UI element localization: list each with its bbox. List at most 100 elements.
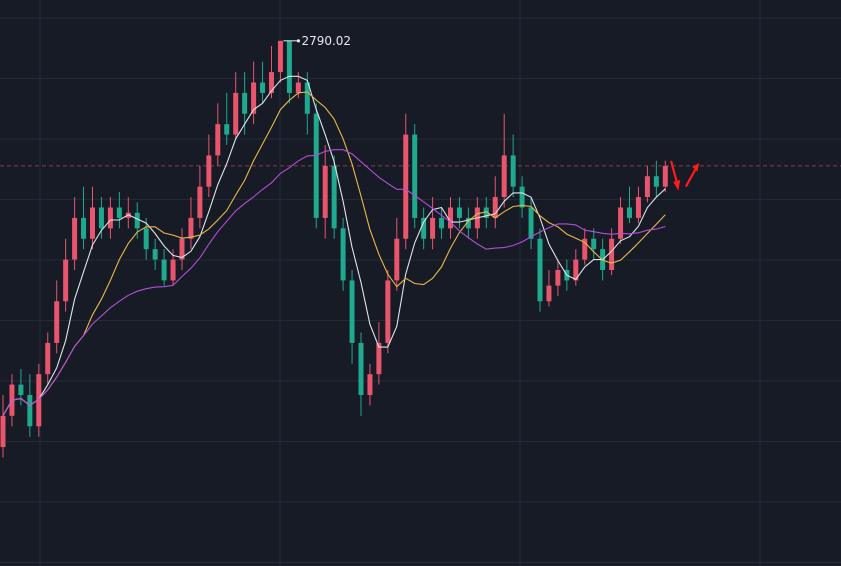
candle (528, 197, 534, 250)
candle-body (98, 207, 104, 229)
candle (385, 270, 391, 354)
candle-body (134, 212, 140, 229)
candle (456, 197, 462, 229)
candle-body (206, 155, 212, 187)
candle (63, 238, 69, 312)
candle (394, 217, 400, 291)
candle-body (349, 280, 355, 343)
candle-body (277, 40, 283, 73)
annotations: 2790.02 (283, 34, 700, 191)
candle-body (269, 72, 274, 93)
candle (537, 228, 543, 312)
candle (286, 40, 292, 104)
candle-body (456, 207, 462, 218)
candle-body (627, 207, 632, 218)
candle (627, 186, 632, 224)
candle-body (653, 176, 659, 187)
candle-body (555, 270, 561, 286)
up-arrow-head-icon (692, 162, 700, 172)
candle-body (152, 249, 158, 260)
candle (519, 176, 525, 218)
candle (206, 134, 212, 198)
ma-white-line (2, 75, 666, 417)
candle (197, 165, 203, 229)
candle (635, 186, 641, 224)
candle (662, 160, 668, 192)
high-price-label: 2790.02 (301, 34, 351, 48)
candle-body (403, 134, 409, 239)
candle-body (260, 82, 266, 93)
candle-body (63, 259, 69, 302)
candle (376, 322, 382, 385)
candle (412, 124, 418, 229)
candle (313, 103, 319, 229)
candle (98, 197, 104, 239)
candle (90, 186, 95, 250)
candle-body (644, 176, 650, 198)
candle (54, 280, 60, 354)
candle-body (510, 155, 516, 187)
candle (81, 186, 87, 250)
candle-body (376, 342, 382, 375)
candle (251, 61, 257, 125)
candle (492, 176, 498, 229)
candle-body (367, 374, 373, 395)
candle-body (635, 197, 641, 218)
candle-body (304, 82, 310, 114)
candle-body (242, 92, 248, 114)
candle (653, 160, 659, 198)
candle-body (233, 92, 239, 135)
candle (304, 72, 310, 135)
up-arrow-icon (685, 166, 698, 187)
moving-averages (2, 75, 666, 417)
candle-body (358, 342, 364, 395)
candle (421, 207, 427, 250)
candle (591, 228, 597, 260)
candle-body (662, 165, 668, 187)
candle (18, 368, 24, 406)
candle (465, 207, 471, 239)
candle (367, 363, 373, 406)
candle-body (143, 228, 149, 250)
candle (116, 191, 122, 229)
candle-body (286, 40, 292, 93)
candle-body (582, 238, 588, 260)
ma-purple-line (2, 149, 666, 417)
candle (36, 363, 42, 437)
candle-body (313, 113, 319, 218)
candle (161, 249, 167, 286)
candle (0, 395, 6, 458)
candle (277, 40, 283, 83)
candle (618, 197, 624, 244)
candle (349, 270, 355, 364)
candle-body (188, 217, 194, 239)
candle-body (483, 207, 489, 218)
candle-body (116, 207, 122, 218)
candle-body (197, 186, 203, 218)
candle (448, 197, 453, 239)
candle-body (251, 82, 257, 114)
candle-body (528, 207, 534, 239)
candle-body (107, 207, 113, 229)
candle (152, 238, 158, 270)
candle-body (224, 124, 230, 135)
candle-body (27, 395, 33, 427)
candle (45, 332, 51, 385)
candle-body (591, 238, 597, 250)
candle-body (430, 217, 436, 239)
candle (555, 259, 561, 297)
candle-body (179, 238, 185, 260)
candle (439, 207, 445, 239)
candle-body (90, 207, 95, 239)
candle-body (537, 238, 543, 302)
candle (179, 228, 185, 270)
candle-body (465, 217, 471, 229)
down-arrow-head-icon (673, 179, 681, 191)
candle (644, 165, 650, 203)
candle (331, 155, 337, 239)
candle (188, 197, 194, 250)
candle-body (331, 165, 337, 229)
